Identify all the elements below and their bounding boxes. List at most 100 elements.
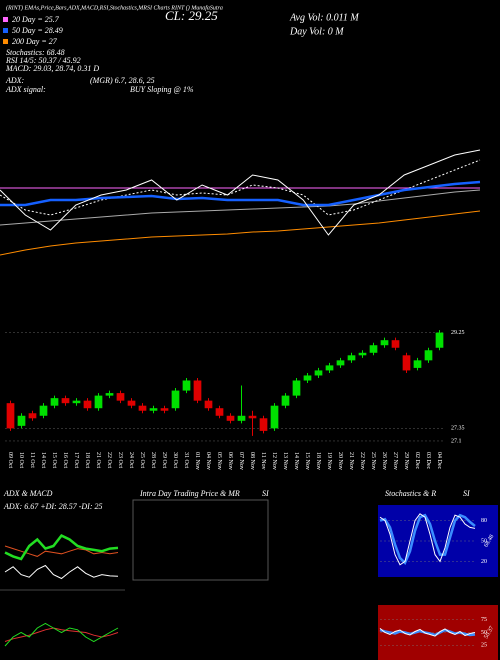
x-tick-label: 18 Nov [315,452,321,470]
candle-body [105,393,114,396]
y-tick-label: 50 [481,630,487,636]
x-tick-label: 21 Oct [95,452,101,468]
annotation: 68.48 [483,534,495,549]
candle-body [149,408,158,411]
header-line: MACD: 29.03, 28.74, 0.31 D [5,64,99,73]
panel-subtitle: ADX: 6.67 +DI: 28.57 -DI: 25 [3,502,103,511]
x-tick-label: 31 Oct [183,452,189,468]
y-tick-label: 80 [481,518,487,524]
panel-title: ADX & MACD [3,489,53,498]
candle-body [391,340,400,348]
x-tick-label: 03 Dec [425,452,431,469]
candle-body [270,405,279,429]
x-tick-label: 25 Nov [370,452,376,470]
y-tick-label: 50 [481,538,487,544]
series-line [4,627,119,642]
candle-body [336,360,345,366]
header-line: RSI 14/5: 50.37 / 45.92 [5,56,81,65]
candle-body [347,355,356,361]
x-tick-label: 20 Nov [337,452,343,470]
candle-body [39,405,48,416]
x-tick-label: 14 Oct [40,452,46,468]
x-tick-label: 29 Nov [403,452,409,470]
candle-body [303,375,312,381]
x-tick-label: 04 Nov [205,452,211,470]
header-line: (MGR) 6.7, 28.6, 25 [90,76,155,85]
candle-body [248,415,257,419]
header-line: ADX signal: [5,85,46,94]
candle-body [193,380,202,401]
header-line: BUY Sloping @ 1% [130,85,194,94]
x-tick-label: 19 Nov [326,452,332,470]
candle-body [237,415,246,421]
close-price: CL: 29.25 [165,8,218,23]
candle-body [28,413,37,419]
legend-swatch [3,28,8,33]
candle-body [50,398,59,406]
panel-title: Stochastics & R [385,489,436,498]
x-tick-label: 11 Nov [260,452,266,470]
header-line: 200 Day = 27 [12,37,58,46]
candle-body [6,403,15,429]
candle-body [325,365,334,371]
candle-body [369,345,378,353]
header-line: 50 Day = 28.49 [12,26,63,35]
x-tick-label: 30 Oct [172,452,178,468]
legend-swatch [3,17,8,22]
y-tick-label: 20 [481,559,487,565]
candle-body [127,400,136,406]
x-tick-label: 28 Oct [150,452,156,468]
x-tick-label: 04 Dec [436,452,442,469]
candle-body [17,415,26,426]
x-tick-label: 22 Nov [359,452,365,470]
x-tick-label: 10 Oct [18,452,24,468]
candle-body [204,400,213,409]
x-tick-label: 23 Oct [117,452,123,468]
candle-body [424,350,433,361]
x-tick-label: 16 Oct [62,452,68,468]
day-volume: Day Vol: 0 M [289,26,344,37]
x-tick-label: 13 Nov [282,452,288,470]
candle-body [94,395,103,409]
x-tick-label: 27 Nov [392,452,398,470]
x-tick-label: 06 Nov [227,452,233,470]
candle-body [358,352,367,356]
series-line [0,180,481,207]
panel-title: SI [463,489,470,498]
x-tick-label: 07 Nov [238,452,244,470]
x-tick-label: 02 Dec [414,452,420,469]
annotation: 50.37 [483,625,495,640]
series-line [0,189,481,226]
panel-title: Intra Day Trading Price & MR [139,489,240,498]
y-tick-label: 25 [481,643,487,649]
series-line [4,622,119,647]
candle-body [292,380,301,396]
candle-body [215,408,224,416]
x-tick-label: 09 Oct [7,452,13,468]
series-line [379,628,476,637]
candle-body [314,370,323,376]
series-line [4,545,119,557]
candle-body [160,408,169,411]
x-tick-label: 17 Oct [73,452,79,468]
x-tick-label: 26 Nov [381,452,387,470]
x-tick-label: 15 Nov [304,452,310,470]
y-tick-label: 75 [481,617,487,623]
candle-body [259,418,268,431]
series-line [0,210,481,256]
series-line [379,513,476,565]
series-line [4,564,119,580]
panel-title: SI [262,489,269,498]
candle-body [435,332,444,348]
x-tick-label: 29 Oct [161,452,167,468]
candle-body [72,400,81,404]
candle-body [138,405,147,411]
y-tick-label: 27.35 [451,426,465,432]
x-tick-label: 08 Nov [249,452,255,470]
legend-swatch [3,39,8,44]
y-tick-label: 29.25 [451,330,465,336]
candle-body [380,340,389,346]
x-tick-label: 15 Oct [51,452,57,468]
x-tick-label: 11 Oct [29,452,35,468]
